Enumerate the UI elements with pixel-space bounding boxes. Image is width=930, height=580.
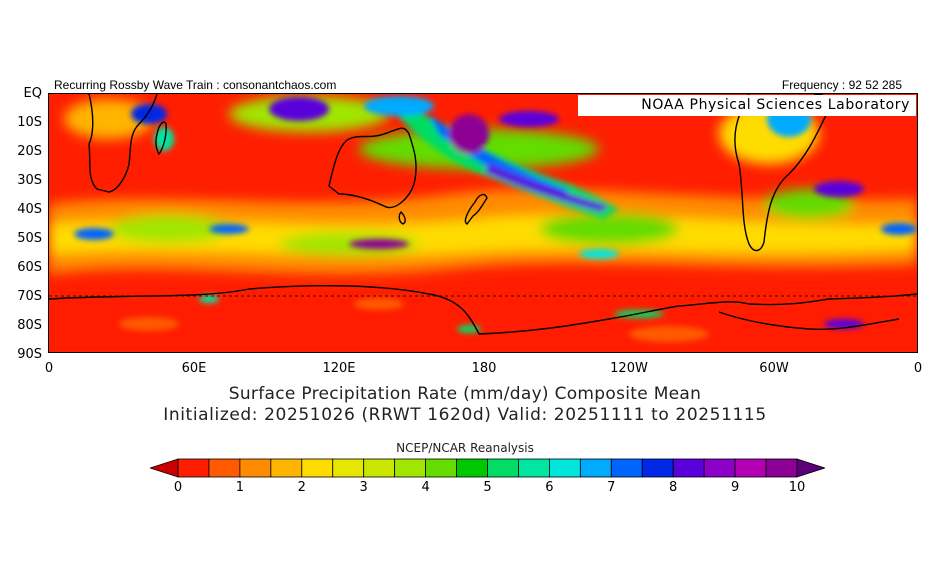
map-subtitle: Initialized: 20251026 (RRWT 1620d) Valid… [163, 405, 767, 425]
lon-label-120e: 120E [322, 361, 356, 376]
lat-label-eq: EQ [23, 86, 42, 101]
lon-label-120w: 120W [610, 361, 648, 376]
colorbar-arrow-low [148, 458, 179, 478]
colorbar-swatch [672, 458, 705, 478]
lon-label-0-end: 0 [913, 361, 923, 376]
precip-field-intense [74, 96, 917, 342]
colorbar-swatch [425, 458, 457, 478]
lat-label-90s: 90S [17, 347, 42, 362]
colorbar-swatch [208, 458, 241, 478]
lat-label-70s: 70S [17, 289, 42, 304]
lat-label-20s: 20S [17, 144, 42, 159]
colorbar-swatch [332, 458, 365, 478]
colorbar-swatch [734, 458, 767, 478]
lon-label-60w: 60W [759, 361, 789, 376]
lon-label-60e: 60E [181, 361, 207, 376]
colorbar-label: 2 [297, 480, 306, 495]
colorbar-label: 9 [730, 480, 740, 495]
colorbar-swatch [270, 458, 303, 478]
data-source: NCEP/NCAR Reanalysis [396, 441, 534, 455]
colorbar-swatch [610, 458, 643, 478]
colorbar-arrow-high [796, 458, 827, 478]
colorbar-label: 0 [173, 480, 183, 495]
map-title: Surface Precipitation Rate (mm/day) Comp… [228, 384, 702, 404]
colorbar-swatch [487, 458, 519, 478]
colorbar-label: 5 [483, 480, 492, 495]
colorbar [148, 458, 827, 482]
colorbar-swatch [239, 458, 272, 478]
lat-label-60s: 60S [17, 260, 42, 275]
lat-label-10s: 10S [17, 115, 42, 130]
colorbar-swatch [394, 458, 426, 478]
colorbar-label: 8 [669, 480, 678, 495]
colorbar-label: 10 [788, 480, 806, 495]
colorbar-swatch [363, 458, 396, 478]
colorbar-swatches [148, 458, 827, 478]
precipitation-map [48, 93, 918, 353]
lat-label-80s: 80S [17, 318, 42, 333]
lon-label-180: 180 [471, 361, 497, 376]
header-credit: Recurring Rossby Wave Train : consonantc… [54, 78, 337, 92]
colorbar-swatch [548, 458, 581, 478]
lab-label: NOAA Physical Sciences Laboratory [578, 95, 916, 116]
colorbar-swatch [456, 458, 488, 478]
colorbar-label: 3 [359, 480, 368, 495]
colorbar-swatch [177, 458, 210, 478]
colorbar-label: 1 [235, 480, 245, 495]
lat-label-50s: 50S [17, 231, 42, 246]
colorbar-swatch [765, 458, 798, 478]
colorbar-label: 6 [545, 480, 554, 495]
lat-label-40s: 40S [17, 202, 42, 217]
header-frequency: Frequency : 92 52 285 [781, 78, 902, 92]
colorbar-swatch [703, 458, 736, 478]
colorbar-label: 7 [607, 480, 616, 495]
colorbar-swatch [641, 458, 674, 478]
colorbar-swatch [579, 458, 612, 478]
colorbar-swatch [301, 458, 334, 478]
colorbar-swatch [518, 458, 550, 478]
lon-label-0: 0 [44, 361, 54, 376]
map-canvas [49, 94, 917, 352]
lat-label-30s: 30S [17, 173, 42, 188]
colorbar-label: 4 [421, 480, 430, 495]
precip-field-broad [49, 96, 917, 352]
